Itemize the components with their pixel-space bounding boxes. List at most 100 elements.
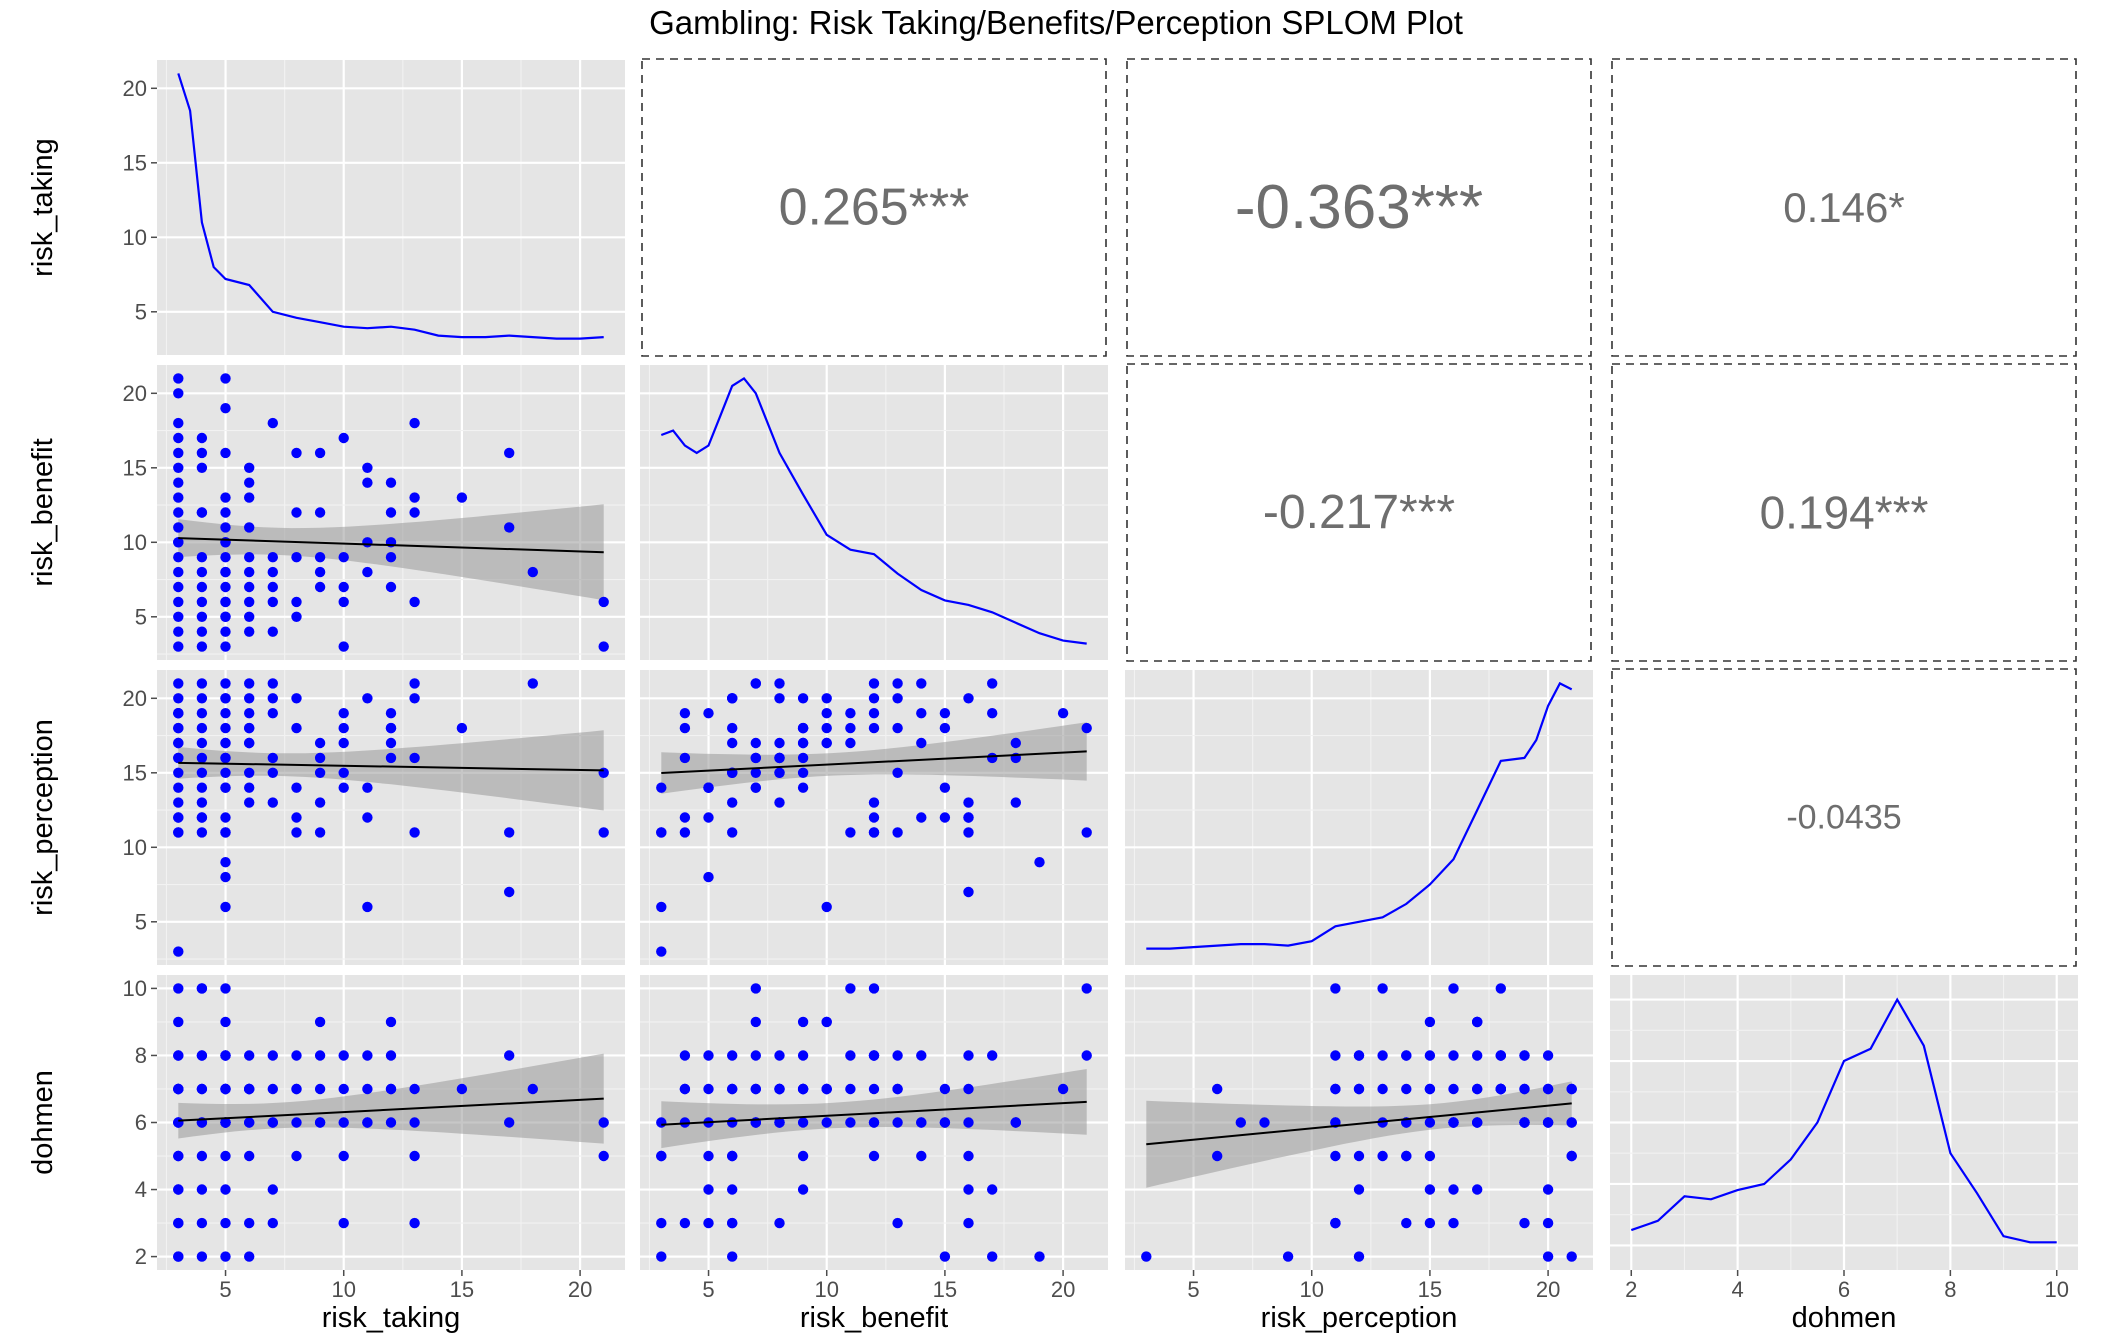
scatter-point bbox=[338, 737, 349, 749]
scatter-point bbox=[1034, 857, 1045, 868]
scatter-point bbox=[1057, 1083, 1069, 1095]
scatter-point bbox=[173, 708, 184, 719]
scatter-point bbox=[868, 797, 880, 808]
scatter-point bbox=[409, 1083, 420, 1095]
scatter-point bbox=[220, 812, 231, 823]
scatter-point bbox=[598, 1117, 609, 1128]
scatter-point bbox=[1519, 1083, 1530, 1095]
scatter-point bbox=[291, 1117, 302, 1128]
scatter-point bbox=[1472, 1083, 1483, 1095]
scatter-point bbox=[220, 871, 231, 883]
scatter-point bbox=[987, 752, 998, 764]
scatter-point bbox=[220, 722, 231, 734]
scatter-point bbox=[173, 596, 184, 608]
y-tick-label: 20 bbox=[123, 381, 147, 406]
scatter-point bbox=[939, 708, 951, 719]
x-tick-label: 15 bbox=[933, 1277, 957, 1302]
scatter-point bbox=[774, 752, 785, 764]
y-tick-label: 15 bbox=[123, 150, 147, 175]
scatter-point bbox=[173, 522, 184, 533]
scatter-point bbox=[750, 737, 761, 749]
scatter-point bbox=[267, 1050, 278, 1061]
scatter-point bbox=[1401, 1050, 1412, 1061]
scatter-point bbox=[173, 983, 184, 994]
scatter-point bbox=[1330, 1050, 1341, 1061]
x-tick-label: 10 bbox=[331, 1277, 355, 1302]
scatter-point bbox=[679, 1083, 691, 1095]
scatter-point bbox=[527, 678, 538, 689]
scatter-point bbox=[267, 797, 278, 808]
scatter-point bbox=[916, 1150, 927, 1162]
scatter-point bbox=[963, 1184, 974, 1195]
scatter-point bbox=[244, 1251, 255, 1262]
scatter-point bbox=[196, 641, 208, 652]
y-tick-label: 20 bbox=[123, 76, 147, 101]
y-tick-label: 20 bbox=[123, 686, 147, 711]
scatter-point bbox=[244, 492, 255, 503]
scatter-point bbox=[1495, 983, 1507, 994]
scatter-point bbox=[409, 596, 420, 608]
scatter-point bbox=[173, 626, 184, 637]
scatter-point bbox=[220, 1251, 231, 1262]
x-tick-label: 20 bbox=[568, 1277, 592, 1302]
scatter-point bbox=[291, 1083, 302, 1095]
scatter-point bbox=[267, 767, 278, 778]
scatter-point bbox=[703, 1050, 714, 1061]
scatter-point bbox=[727, 722, 738, 734]
scatter-point bbox=[409, 752, 420, 764]
y-axis-title-dohmen: dohmen bbox=[27, 1070, 59, 1175]
scatter-point bbox=[362, 1083, 373, 1095]
scatter-point bbox=[220, 1050, 231, 1061]
scatter-point bbox=[173, 611, 184, 622]
density-curve-risk_benefit bbox=[660, 376, 1087, 645]
density-curve-dohmen bbox=[1630, 997, 2057, 1244]
scatter-point bbox=[385, 1050, 397, 1061]
scatter-point bbox=[1542, 1083, 1554, 1095]
scatter-point bbox=[291, 507, 302, 518]
scatter-point bbox=[196, 693, 208, 704]
confidence-band bbox=[661, 1069, 1087, 1149]
x-tick-label: 10 bbox=[2044, 1277, 2068, 1302]
scatter-point bbox=[916, 1050, 927, 1061]
scatter-point bbox=[385, 477, 397, 488]
scatter-point bbox=[1472, 1117, 1483, 1128]
scatter-point bbox=[267, 581, 278, 593]
panel-background bbox=[640, 365, 1108, 660]
scatter-point bbox=[656, 1117, 667, 1128]
scatter-point bbox=[656, 946, 667, 957]
scatter-point bbox=[220, 507, 231, 518]
scatter-point bbox=[892, 1050, 903, 1061]
y-tick-label: 5 bbox=[135, 909, 147, 934]
scatter-point bbox=[362, 1050, 373, 1061]
scatter-point bbox=[504, 1117, 515, 1128]
scatter-point bbox=[1353, 1150, 1365, 1162]
scatter-point bbox=[892, 1083, 903, 1095]
scatter-point bbox=[1519, 1217, 1530, 1229]
scatter-point bbox=[868, 693, 880, 704]
x-tick-label: 10 bbox=[814, 1277, 838, 1302]
scatter-point bbox=[598, 827, 609, 838]
scatter-point bbox=[220, 492, 231, 503]
scatter-point bbox=[1081, 827, 1092, 838]
scatter-point bbox=[173, 752, 184, 764]
scatter-point bbox=[703, 1184, 714, 1195]
scatter-point bbox=[173, 1083, 184, 1095]
scatter-point bbox=[385, 1083, 397, 1095]
scatter-point bbox=[1330, 983, 1341, 994]
scatter-point bbox=[196, 983, 208, 994]
scatter-point bbox=[774, 797, 785, 808]
scatter-point bbox=[1448, 1217, 1459, 1229]
scatter-point bbox=[173, 1150, 184, 1162]
scatter-point bbox=[244, 678, 255, 689]
scatter-point bbox=[504, 827, 515, 838]
scatter-point bbox=[173, 1251, 184, 1262]
scatter-point bbox=[774, 1050, 785, 1061]
scatter-point bbox=[409, 492, 420, 503]
scatter-point bbox=[173, 722, 184, 734]
x-tick-label: 5 bbox=[1187, 1277, 1199, 1302]
scatter-point bbox=[797, 782, 809, 793]
scatter-point bbox=[1448, 1117, 1459, 1128]
scatter-point bbox=[291, 1050, 302, 1061]
scatter-point bbox=[173, 782, 184, 793]
scatter-point bbox=[504, 447, 515, 459]
